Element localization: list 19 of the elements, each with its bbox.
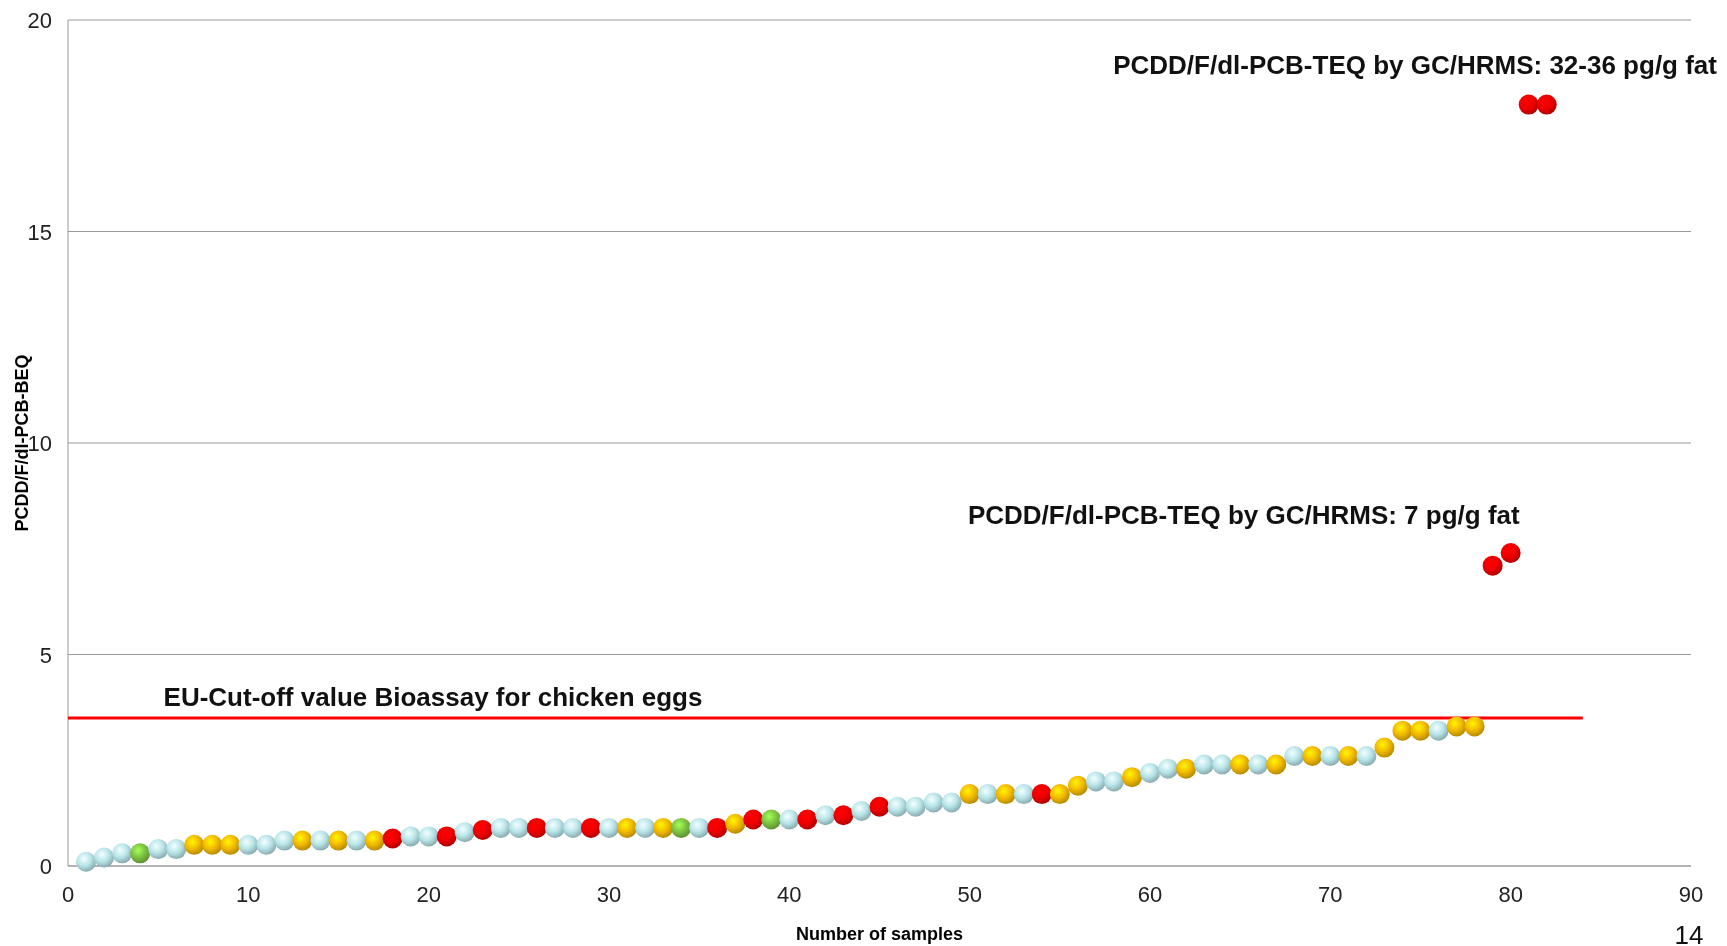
- x-tick-label: 70: [1318, 882, 1343, 907]
- ref-line-label: EU-Cut-off value Bioassay for chicken eggs: [163, 681, 703, 712]
- annotation: PCDD/F/dl-PCB-TEQ by GC/HRMS: 7 pg/g fat: [967, 500, 1521, 530]
- x-tick-label: 60: [1137, 882, 1163, 907]
- annotation: PCDD/F/dl-PCB-TEQ by GC/HRMS: 32-36 pg/g fat: [1113, 50, 1718, 80]
- text: 14: [1674, 920, 1704, 946]
- y-tick-label: 15: [27, 219, 52, 245]
- x-tick-label: 0: [61, 882, 75, 907]
- y-tick-label: 20: [27, 8, 52, 33]
- x-tick-label: 80: [1498, 882, 1523, 907]
- x-tick-label: 20: [416, 882, 441, 907]
- y-tick-label: 0: [39, 854, 52, 879]
- y-tick-label: 5: [39, 642, 52, 668]
- x-tick-label: 30: [596, 882, 622, 907]
- x-tick-label: 40: [777, 882, 802, 907]
- x-axis-title: Number of samples: [795, 924, 964, 944]
- x-tick-label: 50: [957, 882, 982, 907]
- x-tick-label: 90: [1678, 882, 1704, 907]
- x-tick-label: 10: [236, 882, 261, 907]
